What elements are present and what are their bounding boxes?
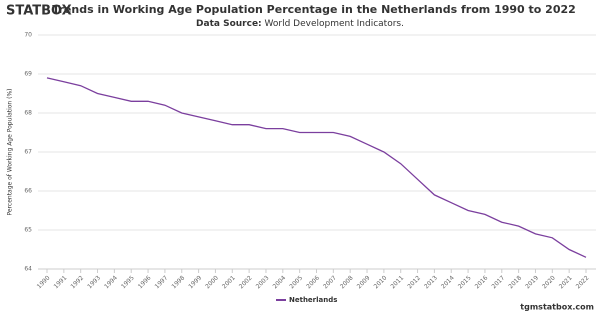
y-tick-label: 68	[24, 110, 32, 117]
y-tick-label: 64	[24, 266, 32, 273]
brand-logo: STATBOX	[6, 4, 72, 19]
legend-label: Netherlands	[289, 296, 337, 304]
y-tick-label: 66	[24, 188, 32, 195]
y-tick-label: 70	[24, 32, 32, 39]
y-tick-label: 69	[24, 71, 32, 78]
y-axis-label: Percentage of Working Age Population (%)	[7, 88, 14, 215]
y-tick-label: 65	[24, 227, 32, 234]
subtitle-label: Data Source:	[196, 19, 262, 29]
y-tick-label: 67	[24, 149, 32, 156]
chart-title: Trends in Working Age Population Percent…	[52, 3, 576, 16]
subtitle: Data Source: World Development Indicator…	[196, 19, 404, 29]
footer: tgmstatbox.com	[520, 303, 594, 312]
line-series	[46, 77, 587, 258]
subtitle-text: World Development Indicators.	[265, 19, 404, 29]
